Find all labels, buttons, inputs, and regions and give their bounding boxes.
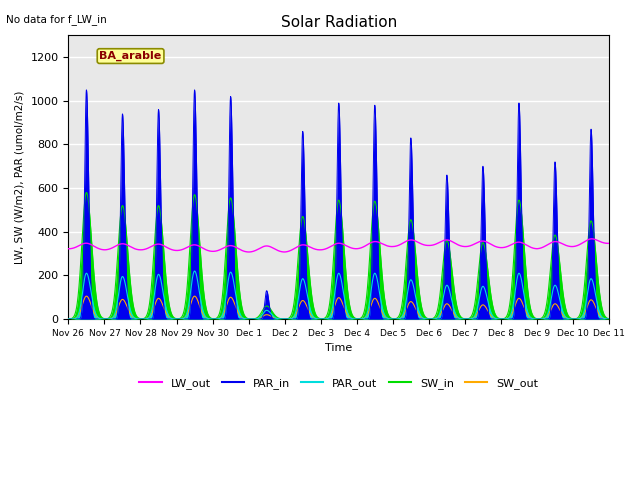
Legend: LW_out, PAR_in, PAR_out, SW_in, SW_out: LW_out, PAR_in, PAR_out, SW_in, SW_out <box>135 373 543 393</box>
Text: No data for f_LW_in: No data for f_LW_in <box>6 14 107 25</box>
Title: Solar Radiation: Solar Radiation <box>280 15 397 30</box>
Y-axis label: LW, SW (W/m2), PAR (umol/m2/s): LW, SW (W/m2), PAR (umol/m2/s) <box>15 91 25 264</box>
X-axis label: Time: Time <box>325 343 353 353</box>
Text: BA_arable: BA_arable <box>99 51 162 61</box>
